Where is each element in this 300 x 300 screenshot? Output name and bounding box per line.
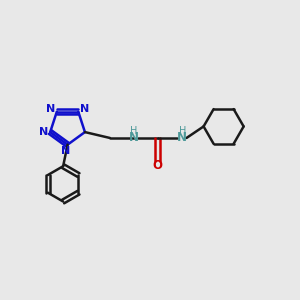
Text: H: H [130, 126, 138, 136]
Text: H: H [179, 126, 186, 136]
Text: N: N [46, 104, 56, 114]
Text: N: N [61, 146, 71, 156]
Text: N: N [128, 131, 139, 145]
Text: N: N [177, 131, 187, 145]
Text: O: O [153, 159, 163, 172]
Text: N: N [80, 104, 89, 114]
Text: N: N [39, 127, 48, 137]
